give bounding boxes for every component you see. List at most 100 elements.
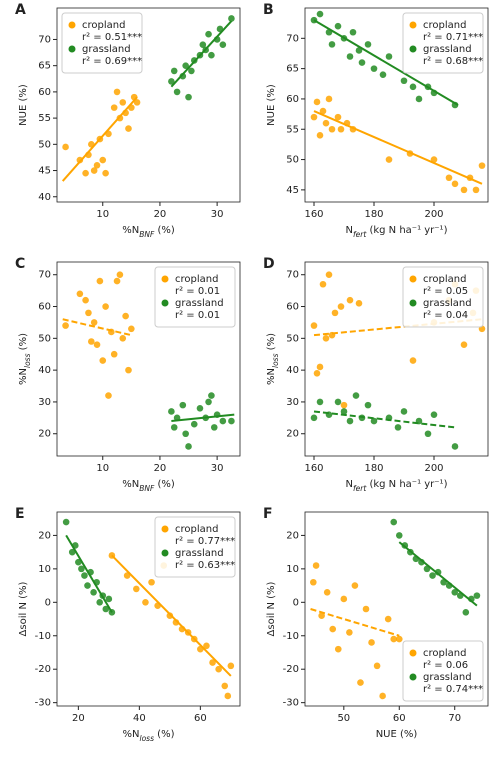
label-part: Δsoil N (%)	[18, 581, 29, 636]
point	[142, 599, 149, 606]
point	[116, 271, 124, 279]
fit-line	[61, 96, 138, 182]
y-tick-label: 30	[286, 397, 299, 408]
point	[310, 414, 318, 422]
point	[313, 98, 321, 106]
point	[390, 635, 398, 643]
point	[210, 424, 218, 431]
x-tick-label: 180	[364, 463, 383, 474]
point	[337, 303, 345, 310]
legend-name: grassland	[423, 672, 472, 683]
axes-frame	[56, 511, 241, 707]
axes-frame	[304, 511, 489, 707]
point	[99, 357, 107, 364]
x-tick-label: 30	[211, 463, 224, 474]
legend-stat: r² = 0.63***	[175, 560, 235, 571]
y-axis-label: %Nloss (%)	[18, 333, 32, 385]
label-part: BNF	[139, 230, 155, 239]
point	[351, 582, 359, 589]
fit-line	[170, 20, 233, 88]
x-tick-label: 20	[154, 209, 167, 220]
point	[190, 420, 198, 428]
point	[346, 417, 354, 425]
legend-marker	[161, 525, 169, 533]
x-tick-label: 10	[96, 209, 109, 220]
y-tick-label: -20	[283, 664, 299, 675]
y-tick-label: 65	[38, 61, 51, 72]
point	[312, 562, 320, 569]
legend-box	[61, 12, 143, 74]
label-part: (kg N ha⁻¹ yr⁻¹)	[366, 225, 447, 236]
point	[102, 169, 109, 177]
x-tick-label: 160	[304, 463, 323, 474]
legend-stat: r² = 0.69***	[82, 56, 142, 67]
fit-line	[310, 608, 400, 637]
fit-line	[313, 410, 456, 429]
label-part: (%)	[154, 225, 175, 236]
panel-letter: E	[15, 506, 25, 522]
legend-name: cropland	[423, 274, 466, 285]
x-tick-label: 20	[154, 463, 167, 474]
label-part: (kg N ha⁻¹ yr⁻¹)	[366, 479, 447, 490]
legend-name: cropland	[423, 648, 466, 659]
legend-stat: r² = 0.06	[423, 660, 468, 671]
fit-line	[62, 318, 132, 337]
point	[395, 532, 403, 539]
y-tick-label: -30	[283, 698, 299, 709]
point	[76, 290, 84, 298]
point	[168, 408, 175, 415]
point	[133, 99, 141, 106]
point	[215, 665, 222, 673]
y-tick-label: -10	[283, 631, 299, 642]
y-tick-label: 20	[38, 530, 51, 541]
point	[395, 635, 403, 643]
legend-name: cropland	[423, 20, 466, 31]
point	[334, 398, 342, 406]
point	[364, 41, 372, 48]
point	[319, 280, 327, 288]
point	[227, 662, 235, 670]
legend-name: grassland	[175, 548, 224, 559]
legend-marker	[68, 21, 76, 29]
y-tick-label: 70	[38, 34, 51, 45]
x-tick-label: 70	[448, 713, 461, 724]
point	[219, 417, 227, 425]
point	[451, 180, 459, 188]
y-axis-label: Δsoil N (%)	[266, 581, 277, 636]
y-axis-label: %Nloss (%)	[266, 333, 280, 385]
point	[82, 296, 89, 304]
point	[113, 88, 121, 96]
label-part: N	[346, 225, 353, 236]
point	[346, 629, 353, 636]
point	[473, 592, 481, 599]
legend-marker	[409, 45, 417, 53]
panel-letter: B	[263, 2, 274, 18]
point	[334, 645, 342, 653]
point	[329, 625, 337, 633]
y-tick-label: 60	[286, 302, 299, 313]
point	[349, 28, 357, 36]
x-tick-label: 180	[364, 209, 383, 220]
legend-marker	[161, 549, 169, 557]
legend-marker	[68, 45, 76, 53]
point	[105, 392, 112, 399]
point	[185, 93, 192, 101]
x-axis-label: Nfert (kg N ha⁻¹ yr⁻¹)	[346, 225, 448, 239]
point	[316, 10, 324, 18]
x-tick-label: 20	[72, 713, 85, 724]
point	[228, 417, 235, 425]
legend-box	[402, 12, 484, 74]
y-tick-label: 50	[38, 139, 51, 150]
point	[462, 609, 470, 616]
legend-stat: r² = 0.77***	[175, 536, 235, 547]
legend-name: grassland	[423, 44, 472, 55]
y-tick-label: 0	[45, 597, 51, 608]
y-tick-label: 70	[38, 270, 51, 281]
point	[68, 548, 76, 556]
y-tick-label: 40	[286, 365, 299, 376]
point	[128, 325, 135, 333]
label-part: (%)	[266, 333, 277, 354]
legend-name: grassland	[423, 298, 472, 309]
y-tick-label: 50	[286, 155, 299, 166]
point	[472, 186, 480, 194]
